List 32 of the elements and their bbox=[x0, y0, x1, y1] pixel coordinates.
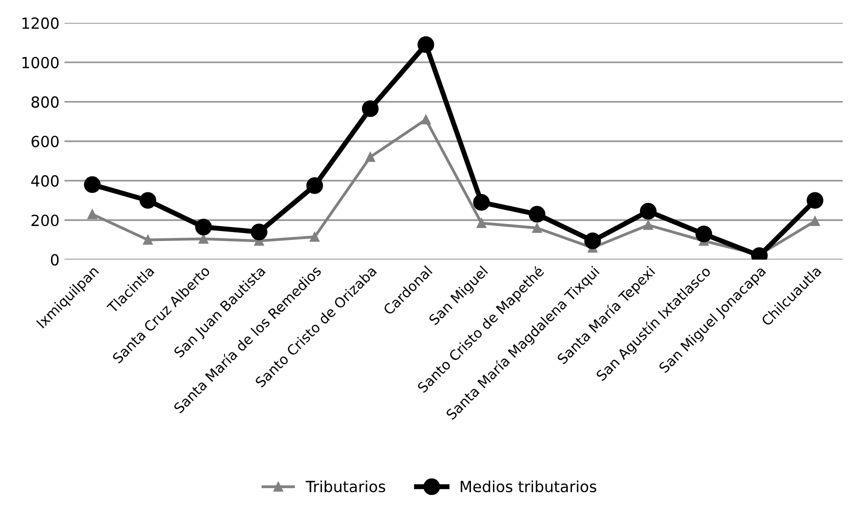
point bbox=[473, 194, 490, 211]
point bbox=[532, 223, 542, 233]
point bbox=[695, 226, 712, 242]
point bbox=[420, 114, 431, 124]
point bbox=[198, 234, 208, 244]
point bbox=[362, 100, 379, 118]
point bbox=[640, 202, 657, 220]
point bbox=[195, 218, 212, 236]
y-tick-label: 800 bbox=[32, 96, 59, 108]
point bbox=[84, 176, 101, 193]
y-tick-label: 1000 bbox=[22, 56, 59, 68]
point bbox=[87, 209, 98, 220]
y-tick-label: 1200 bbox=[22, 17, 59, 29]
point bbox=[140, 192, 156, 209]
point bbox=[310, 232, 320, 242]
y-tick-label: 600 bbox=[32, 136, 59, 148]
point bbox=[250, 224, 268, 240]
point bbox=[806, 192, 824, 209]
point bbox=[418, 36, 434, 53]
legend-label: Medios tributarios bbox=[460, 480, 596, 492]
legend-label: Tributarios bbox=[306, 480, 386, 492]
point bbox=[528, 206, 546, 223]
point bbox=[476, 218, 486, 228]
point bbox=[643, 220, 654, 230]
point bbox=[365, 152, 376, 162]
y-tick-label: 400 bbox=[31, 175, 59, 187]
y-tick-label: 0 bbox=[50, 254, 59, 266]
point bbox=[306, 177, 323, 194]
point bbox=[810, 216, 820, 226]
point bbox=[584, 232, 601, 250]
y-tick-label: 200 bbox=[32, 214, 59, 226]
point bbox=[143, 235, 153, 245]
